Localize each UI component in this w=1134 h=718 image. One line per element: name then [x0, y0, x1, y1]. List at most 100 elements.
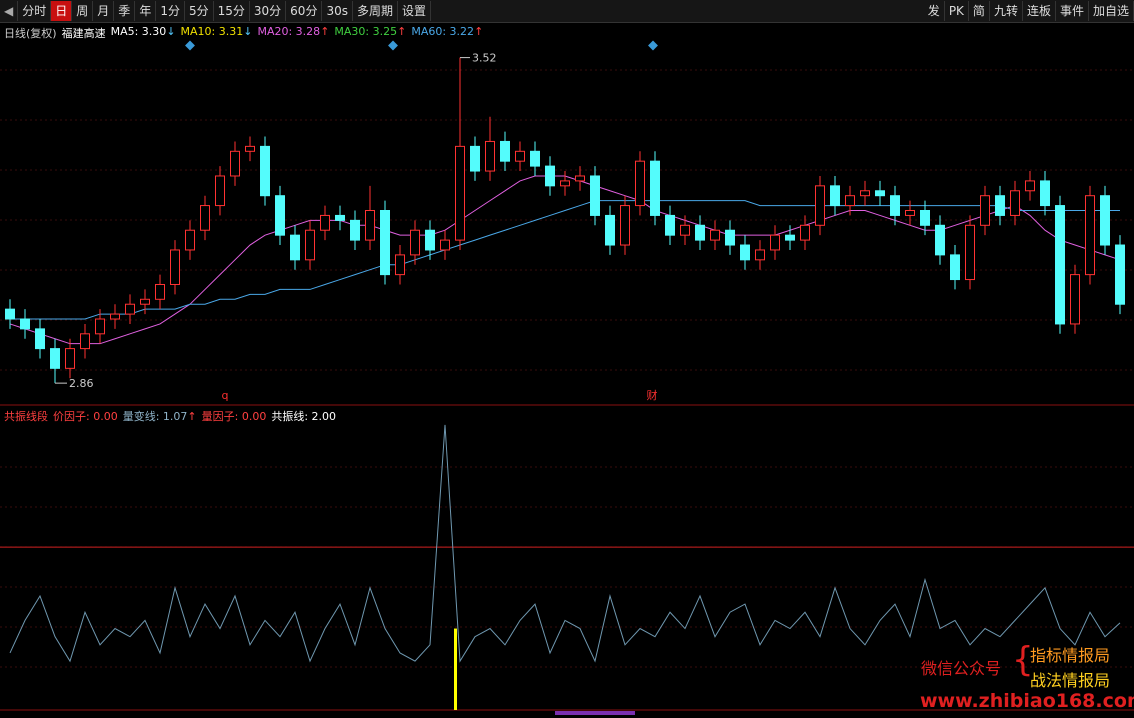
event-marker [185, 40, 195, 51]
candle-body [1010, 190, 1020, 216]
period-button[interactable]: 月 [93, 1, 115, 21]
candle-body [515, 150, 525, 162]
candle-body [1100, 195, 1110, 246]
candle-body [710, 229, 720, 241]
candle-body [920, 210, 930, 226]
watermark-url: www.zhibiao168.com [920, 690, 1134, 712]
candle-body [275, 195, 285, 236]
indicator-label: 共振线: 2.00 [271, 410, 337, 423]
candle-body [95, 318, 105, 335]
candle-body [725, 229, 735, 246]
indicator-legend-item: 共振线段 [4, 408, 48, 424]
ma-arrow: ↑ [474, 25, 484, 38]
ma-label: MA20: 3.28 [257, 25, 321, 38]
period-button[interactable]: 30分 [250, 1, 287, 21]
candle-body [875, 190, 885, 197]
watermark-label: 微信公众号 [921, 659, 1002, 678]
indicator-legend-item: 量变线: 1.07↑ [123, 408, 197, 424]
watermark-line2: 战法情报局 [1030, 671, 1111, 690]
candle-body [950, 254, 960, 281]
event-marker-label: 财 [647, 388, 658, 402]
candle-body [905, 210, 915, 216]
candle-body [740, 244, 750, 261]
period-button[interactable]: 60分 [286, 1, 323, 21]
brace: { [1012, 640, 1034, 680]
event-marker [388, 40, 398, 51]
ma-label: MA5: 3.30 [110, 25, 167, 38]
period-button[interactable]: 年 [135, 1, 157, 21]
candle-body [965, 224, 975, 281]
period-button[interactable]: 15分 [214, 1, 250, 21]
candle-body [215, 175, 225, 207]
candle-body [545, 165, 555, 187]
candle-body [590, 175, 600, 216]
ma-legend: MA30: 3.25↑ [334, 25, 406, 41]
back-button[interactable]: ◀ [0, 1, 19, 21]
ma-label: MA60: 3.22 [411, 25, 475, 38]
candle-body [290, 234, 300, 261]
period-button[interactable]: 多周期 [353, 1, 398, 21]
candle-body [1040, 180, 1050, 207]
candle-body [350, 219, 360, 241]
candle-body [260, 145, 270, 197]
candle-body [860, 190, 870, 197]
period-button[interactable]: 日 [51, 1, 73, 21]
indicator-legend-item: 价因子: 0.00 [53, 408, 118, 424]
ma-arrow: ↓ [243, 25, 253, 38]
period-button[interactable]: 设置 [398, 1, 432, 21]
candle-body [800, 224, 810, 241]
candle-body [425, 229, 435, 251]
ma-arrow: ↑ [397, 25, 407, 38]
indicator-arrow: ↑ [187, 410, 197, 423]
candle-body [395, 254, 405, 276]
period-button[interactable]: 周 [72, 1, 94, 21]
tool-button[interactable]: 事件 [1056, 1, 1089, 21]
tool-button[interactable]: 简 [969, 1, 990, 21]
tool-button[interactable]: 连板 [1023, 1, 1056, 21]
candle-body [110, 313, 120, 320]
period-button[interactable]: 季 [114, 1, 136, 21]
indicator-label: 量因子: 0.00 [201, 410, 267, 423]
candle-body [605, 214, 615, 246]
candle-body [185, 229, 195, 251]
candle-body [80, 333, 90, 350]
stock-name: 福建高速 [61, 27, 106, 40]
candle-body [665, 214, 675, 236]
candle-body [1115, 244, 1125, 305]
candle-body [830, 185, 840, 207]
candle-body [770, 234, 780, 251]
period-button[interactable]: 1分 [156, 1, 185, 21]
candle-body [320, 214, 330, 231]
candle-body [335, 214, 345, 221]
period-button[interactable]: 30s [322, 1, 353, 21]
watermark-line1: 指标情报局 [1030, 646, 1111, 665]
candle-body [125, 303, 135, 315]
candle-body [1055, 205, 1065, 325]
tool-button[interactable]: 发 [924, 1, 945, 21]
candle-body [620, 205, 630, 246]
period-button[interactable]: 分时 [18, 1, 52, 21]
indicator-legend-item: 共振线: 2.00 [271, 408, 336, 424]
indicator-legend: 共振线段 价因子: 0.00 量变线: 1.07↑ 量因子: 0.00 共振线: 2.0… [4, 408, 336, 424]
candle-body [815, 185, 825, 226]
candle-body [20, 318, 30, 330]
indicator-label: 价因子: 0.00 [53, 410, 118, 423]
candle-body [200, 205, 210, 231]
candle-body [365, 210, 375, 241]
period-label: 日线(复权) [4, 27, 57, 40]
volume-change-line [9, 424, 1121, 663]
tool-button[interactable]: 九转 [990, 1, 1023, 21]
ma-arrow: ↑ [320, 25, 330, 38]
high-label: 3.52 [472, 52, 497, 65]
candle-body [1025, 180, 1035, 192]
candle-body [980, 195, 990, 226]
period-button[interactable]: 5分 [185, 1, 214, 21]
tool-button[interactable]: PK [945, 1, 969, 21]
candle-body [245, 145, 255, 152]
tool-button[interactable]: 加自选 [1089, 1, 1134, 21]
candle-body [65, 348, 75, 369]
candle-body [530, 150, 540, 167]
candle-body [380, 210, 390, 276]
